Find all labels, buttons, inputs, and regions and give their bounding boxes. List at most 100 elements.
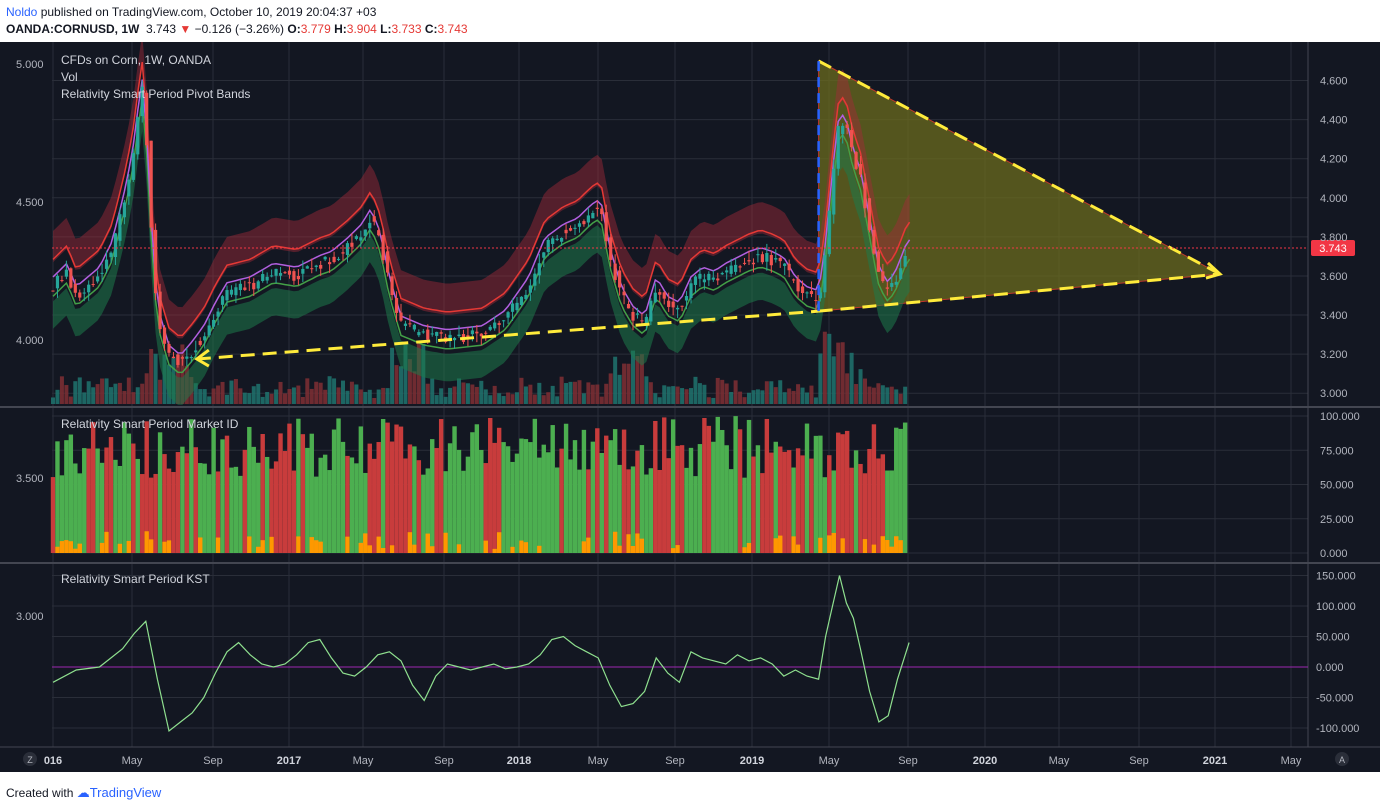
volume-bar	[653, 393, 658, 404]
time-axis-tick: Sep	[1129, 755, 1149, 767]
market-id-bar	[193, 447, 198, 553]
chart-canvas[interactable]: 3.743 4.600 4.400 4.200 4.000 3.800 3.600 3.400…	[0, 42, 1380, 772]
market-id-orange	[148, 539, 154, 553]
candle-body	[769, 255, 773, 266]
time-axis-tick: 2021	[1203, 755, 1227, 767]
market-id-orange	[363, 533, 368, 553]
candle-body	[903, 255, 907, 267]
candle-body	[328, 262, 332, 265]
volume-bar	[390, 347, 395, 404]
market-id-bar	[153, 473, 158, 553]
left-axis-tick: 3.500	[16, 473, 44, 485]
candle-body	[671, 301, 675, 308]
candle-body	[301, 268, 305, 274]
volume-bar	[662, 385, 667, 404]
candle-body	[493, 322, 497, 329]
market-id-bar	[438, 419, 444, 553]
volume-bar	[590, 384, 595, 404]
candle-body	[274, 268, 278, 276]
candle-body	[881, 271, 885, 282]
market-id-orange	[380, 547, 386, 553]
volume-bar	[747, 392, 751, 404]
market-id-orange	[635, 533, 640, 553]
candle-body	[113, 233, 118, 258]
volume-bar	[291, 387, 296, 404]
symbol-label: OANDA:CORNUSD, 1W	[6, 22, 140, 36]
market-id-bar	[407, 444, 413, 553]
market-id-bar	[215, 471, 221, 553]
candle-body	[796, 278, 800, 292]
right-axis-tick: 4.000	[1320, 193, 1348, 205]
candle-body	[613, 263, 617, 280]
candle-body	[600, 208, 604, 215]
volume-bar	[519, 377, 524, 404]
market-id-bar	[309, 433, 314, 553]
volume-bar	[778, 380, 783, 404]
volume-bar	[207, 396, 212, 404]
market-id-bar	[318, 457, 323, 553]
volume-bar	[113, 383, 118, 404]
candle-body	[252, 282, 256, 290]
volume-bar	[95, 384, 100, 404]
candle-body	[510, 303, 515, 312]
volume-bar	[760, 390, 765, 404]
candle-body	[488, 326, 492, 330]
volume-bar	[729, 392, 734, 404]
candle-body	[158, 291, 162, 330]
volume-bar	[126, 377, 131, 404]
volume-bar	[448, 387, 453, 404]
candle-body	[644, 316, 648, 326]
market-id-bar	[568, 459, 573, 553]
market-id-orange	[626, 534, 631, 553]
market-id-bar	[684, 467, 689, 553]
market-id-bar	[867, 448, 872, 553]
candle-body	[332, 256, 336, 263]
market-id-orange	[818, 537, 823, 553]
market-id-bar	[742, 477, 747, 553]
market-id-bar	[711, 441, 716, 553]
volume-bar	[867, 386, 872, 404]
volume-bar	[773, 387, 778, 404]
trendline-dashed	[818, 272, 1221, 313]
volume-bar	[586, 382, 591, 404]
volume-bar	[827, 333, 832, 404]
candle-body	[533, 273, 537, 286]
market-id-bar	[809, 458, 814, 553]
candle-body	[765, 253, 769, 262]
market-id-orange	[871, 544, 877, 553]
candle-body	[850, 130, 854, 148]
candle-body	[720, 273, 724, 275]
market-id-bar	[889, 470, 894, 553]
candle-body	[212, 319, 216, 327]
market-id-bar	[782, 451, 787, 553]
market-id-bar	[688, 447, 694, 553]
market-id-axis-tick: 50.000	[1320, 480, 1354, 492]
market-id-bar	[586, 469, 591, 553]
volume-bar	[242, 392, 247, 404]
volume-bar	[501, 396, 506, 404]
volume-bar	[202, 389, 207, 404]
market-id-bar	[82, 448, 87, 553]
market-id-bar	[305, 447, 310, 553]
right-axis-tick: 3.400	[1320, 310, 1348, 322]
volume-bar	[595, 384, 600, 404]
market-id-bar	[340, 441, 346, 553]
last-price-label: 3.743	[1319, 243, 1347, 255]
volume-bar	[568, 381, 573, 404]
tradingview-brand[interactable]: TradingView	[89, 785, 162, 800]
market-id-orange	[898, 540, 903, 553]
tradingview-logo-icon[interactable]: ☁	[76, 785, 90, 800]
market-id-bar	[496, 427, 502, 553]
market-id-orange	[880, 536, 886, 553]
zoom-reset-icon[interactable]	[23, 752, 37, 766]
market-id-orange	[162, 541, 167, 553]
auto-scale-icon[interactable]	[1335, 752, 1349, 766]
candle-body	[595, 207, 599, 209]
market-id-bar	[456, 449, 462, 553]
market-id-bar	[273, 461, 279, 553]
author-link[interactable]: Noldo	[6, 5, 38, 19]
market-id-axis-tick: 100.000	[1320, 411, 1360, 423]
market-id-orange	[840, 538, 845, 553]
market-id-bar	[260, 434, 265, 553]
last-price-tag	[1311, 240, 1355, 257]
